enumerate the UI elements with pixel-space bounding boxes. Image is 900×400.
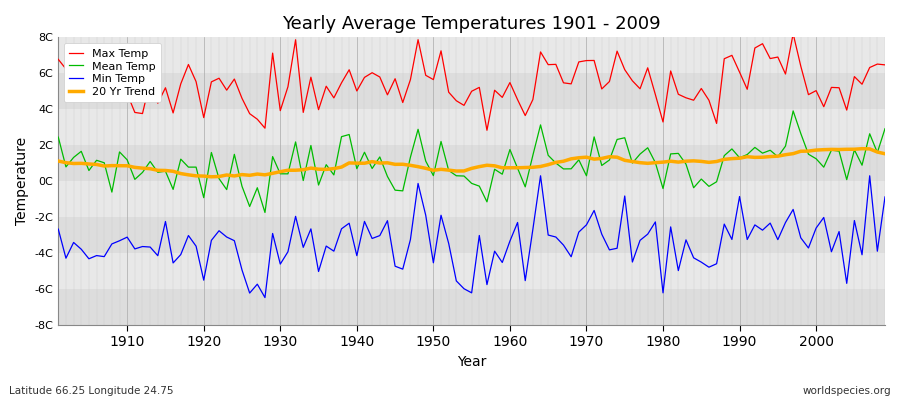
Bar xyxy=(58,253,885,289)
Min Temp xyxy=(114,238,125,243)
Max Temp xyxy=(328,96,339,100)
Min Temp xyxy=(505,239,516,244)
Mean Temp xyxy=(879,126,890,131)
Min Temp xyxy=(512,220,523,225)
Max Temp xyxy=(482,128,492,133)
20 Yr Trend xyxy=(857,146,868,151)
Mean Temp xyxy=(114,150,125,154)
20 Yr Trend xyxy=(505,165,516,170)
20 Yr Trend xyxy=(604,154,615,159)
Min Temp xyxy=(259,295,270,300)
Bar xyxy=(58,217,885,253)
Legend: Max Temp, Mean Temp, Min Temp, 20 Yr Trend: Max Temp, Mean Temp, Min Temp, 20 Yr Tre… xyxy=(64,43,161,102)
Line: Min Temp: Min Temp xyxy=(58,176,885,298)
Min Temp xyxy=(290,214,301,219)
Mean Temp xyxy=(336,134,346,139)
20 Yr Trend xyxy=(53,159,64,164)
Max Temp xyxy=(283,84,293,89)
20 Yr Trend xyxy=(336,165,346,170)
Max Temp xyxy=(604,79,615,84)
20 Yr Trend xyxy=(879,151,890,156)
20 Yr Trend xyxy=(290,168,301,173)
Mean Temp xyxy=(259,210,270,215)
Text: Latitude 66.25 Longitude 24.75: Latitude 66.25 Longitude 24.75 xyxy=(9,386,174,396)
Max Temp xyxy=(879,62,890,67)
Bar xyxy=(58,37,885,73)
Mean Temp xyxy=(505,147,516,152)
Mean Temp xyxy=(604,158,615,162)
Min Temp xyxy=(53,227,64,232)
20 Yr Trend xyxy=(512,165,523,170)
Mean Temp xyxy=(788,108,798,113)
Min Temp xyxy=(879,194,890,199)
Min Temp xyxy=(336,226,346,231)
Max Temp xyxy=(53,57,64,62)
Line: 20 Yr Trend: 20 Yr Trend xyxy=(58,149,885,177)
Line: Mean Temp: Mean Temp xyxy=(58,111,885,212)
Max Temp xyxy=(512,97,523,102)
Bar xyxy=(58,181,885,217)
Y-axis label: Temperature: Temperature xyxy=(15,137,29,225)
Min Temp xyxy=(612,246,623,251)
Max Temp xyxy=(505,80,516,85)
Mean Temp xyxy=(512,166,523,171)
Bar xyxy=(58,109,885,145)
Max Temp xyxy=(114,49,125,54)
Text: worldspecies.org: worldspecies.org xyxy=(803,386,891,396)
20 Yr Trend xyxy=(114,163,125,168)
X-axis label: Year: Year xyxy=(457,355,486,369)
Min Temp xyxy=(536,173,546,178)
Title: Yearly Average Temperatures 1901 - 2009: Yearly Average Temperatures 1901 - 2009 xyxy=(283,15,661,33)
Bar xyxy=(58,289,885,325)
20 Yr Trend xyxy=(206,174,217,179)
Bar xyxy=(58,145,885,181)
Mean Temp xyxy=(53,135,64,140)
Max Temp xyxy=(788,31,798,36)
Mean Temp xyxy=(290,140,301,144)
Bar xyxy=(58,73,885,109)
Line: Max Temp: Max Temp xyxy=(58,34,885,130)
